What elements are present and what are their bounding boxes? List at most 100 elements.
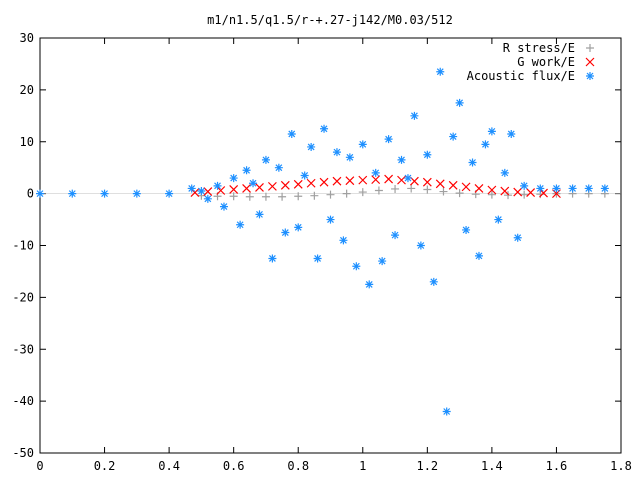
- y-tick-label: 30: [20, 31, 34, 45]
- data-point: [203, 187, 213, 196]
- series-2: [36, 67, 609, 416]
- data-point: [197, 187, 206, 196]
- data-point: [442, 407, 451, 416]
- x-tick-label: 1.6: [546, 459, 568, 473]
- data-point: [229, 185, 239, 194]
- data-point: [536, 184, 545, 193]
- data-point: [358, 175, 368, 185]
- legend-marker-0: [586, 44, 594, 52]
- data-point: [281, 228, 290, 237]
- data-point: [371, 168, 380, 177]
- data-point: [100, 189, 109, 198]
- legend: R stress/E G work/E Acoustic flux/E: [467, 41, 595, 83]
- data-point: [513, 233, 522, 242]
- data-point: [568, 184, 577, 193]
- data-point: [261, 192, 270, 201]
- data-point: [410, 111, 419, 120]
- data-point: [320, 124, 329, 133]
- data-point: [397, 155, 406, 164]
- data-point: [455, 98, 464, 107]
- x-tick-label: 1.2: [416, 459, 438, 473]
- data-point: [358, 188, 367, 197]
- data-point: [462, 225, 471, 234]
- legend-marker-2: [586, 72, 594, 80]
- data-point: [584, 184, 593, 193]
- data-point: [407, 184, 416, 193]
- legend-label-acoustic-flux: Acoustic flux/E: [467, 69, 575, 83]
- data-point: [229, 192, 238, 201]
- data-point: [319, 177, 329, 187]
- data-point: [255, 182, 264, 192]
- y-tick-label: 10: [20, 135, 34, 149]
- data-point: [229, 174, 238, 183]
- x-tick-label: 0.6: [223, 459, 245, 473]
- data-point: [487, 127, 496, 136]
- series-1: [190, 174, 561, 199]
- data-point: [267, 181, 277, 191]
- data-point: [255, 210, 264, 219]
- data-point: [165, 189, 174, 198]
- x-tick-label: 1.8: [610, 459, 632, 473]
- data-point: [520, 190, 529, 199]
- data-point: [461, 182, 471, 192]
- y-tick-label: -10: [12, 239, 34, 253]
- data-point: [423, 185, 432, 194]
- data-point: [68, 189, 77, 198]
- data-point: [423, 150, 432, 159]
- data-point: [294, 192, 303, 201]
- y-tick-label: -30: [12, 342, 34, 356]
- data-point: [504, 191, 513, 200]
- data-point: [326, 215, 335, 224]
- data-point: [494, 215, 503, 224]
- y-tick-label: 20: [20, 83, 34, 97]
- data-point: [342, 189, 351, 198]
- data-point: [474, 251, 483, 260]
- data-point: [384, 135, 393, 144]
- chart-title: m1/n1.5/q1.5/r-+.27-j142/M0.03/512: [207, 13, 453, 27]
- data-point: [416, 241, 425, 250]
- data-point: [300, 171, 309, 180]
- x-tick-label: 0: [36, 459, 43, 473]
- data-point: [339, 236, 348, 245]
- y-tick-label: -20: [12, 290, 34, 304]
- data-point: [500, 186, 510, 196]
- data-point: [371, 175, 381, 185]
- data-point: [307, 142, 316, 151]
- data-point: [378, 257, 387, 266]
- data-point: [294, 223, 303, 232]
- data-point: [249, 179, 258, 188]
- data-point: [352, 262, 361, 271]
- data-point: [280, 180, 290, 190]
- data-point: [287, 129, 296, 138]
- data-point: [278, 192, 287, 201]
- data-point: [268, 254, 277, 263]
- data-point: [242, 166, 251, 175]
- data-point: [326, 190, 335, 199]
- data-point: [487, 185, 497, 195]
- x-tick-label: 0.8: [287, 459, 309, 473]
- data-point: [474, 184, 484, 193]
- data-point: [552, 184, 561, 193]
- data-point: [187, 184, 196, 193]
- data-point: [513, 187, 523, 197]
- data-point: [391, 184, 400, 193]
- data-point: [306, 178, 316, 188]
- data-point: [436, 67, 445, 76]
- data-point: [374, 186, 383, 195]
- x-tick-label: 0.4: [158, 459, 180, 473]
- data-point: [365, 280, 374, 289]
- data-point: [449, 132, 458, 141]
- data-point: [481, 140, 490, 149]
- legend-label-g-work: G work/E: [517, 55, 575, 69]
- data-point: [422, 177, 432, 187]
- data-point: [429, 277, 438, 286]
- x-tick-label: 0.2: [94, 459, 116, 473]
- data-point: [310, 191, 319, 200]
- data-point: [468, 158, 477, 167]
- data-point: [213, 181, 222, 190]
- data-point: [132, 189, 141, 198]
- x-tick-label: 1: [359, 459, 366, 473]
- data-point: [455, 189, 464, 198]
- data-point: [358, 140, 367, 149]
